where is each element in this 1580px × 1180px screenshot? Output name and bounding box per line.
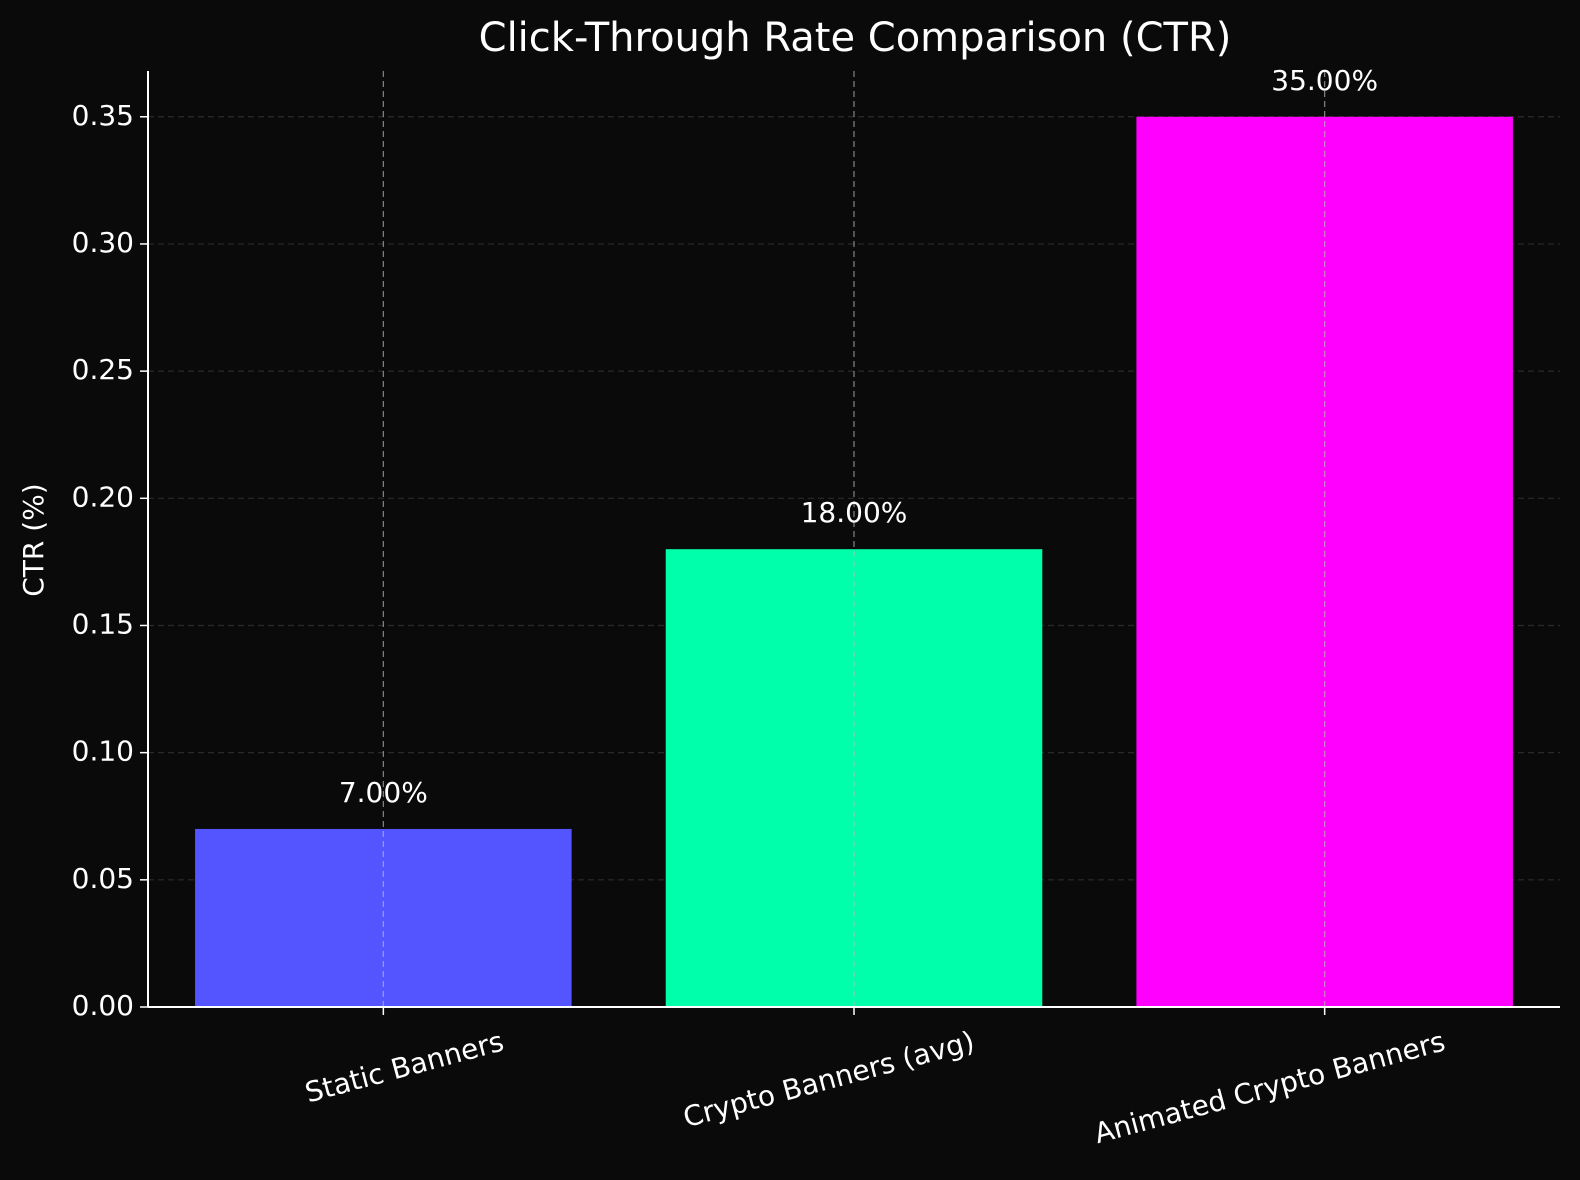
y-tick-label: 0.05 <box>72 862 134 895</box>
chart-title: Click-Through Rate Comparison (CTR) <box>479 15 1232 61</box>
y-tick-label: 0.30 <box>72 226 134 259</box>
y-tick-label: 0.15 <box>72 607 134 640</box>
value-label: 7.00% <box>339 776 428 809</box>
bar <box>195 828 572 1007</box>
y-tick-label: 0.10 <box>72 735 134 768</box>
y-tick-label: 0.35 <box>72 99 134 132</box>
value-label: 35.00% <box>1271 64 1378 97</box>
y-axis-label: CTR (%) <box>17 483 50 596</box>
y-tick-label: 0.25 <box>72 353 134 386</box>
y-tick-label: 0.20 <box>72 480 134 513</box>
value-label: 18.00% <box>801 496 908 529</box>
bar <box>665 549 1043 1007</box>
y-tick-label: 0.00 <box>72 989 134 1022</box>
